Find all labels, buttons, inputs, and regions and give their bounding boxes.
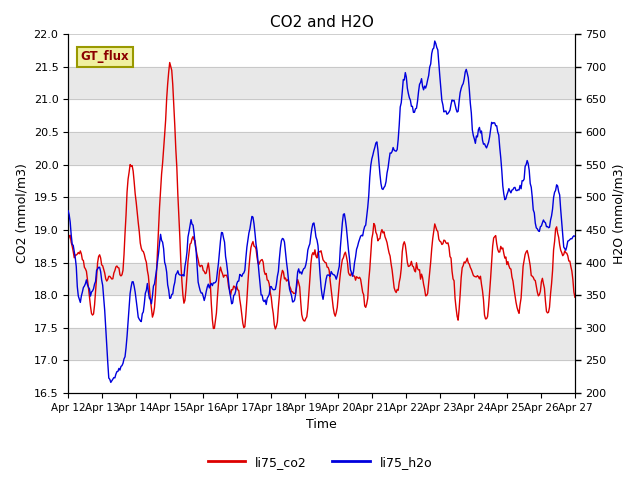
Bar (68, 328, 575, 360)
Text: GT_flux: GT_flux (81, 50, 129, 63)
Bar (68, 132, 575, 165)
X-axis label: Time: Time (306, 419, 337, 432)
Y-axis label: CO2 (mmol/m3): CO2 (mmol/m3) (15, 164, 28, 264)
Legend: li75_co2, li75_h2o: li75_co2, li75_h2o (203, 451, 437, 474)
Y-axis label: H2O (mmol/m3): H2O (mmol/m3) (612, 163, 625, 264)
Bar (68, 67, 575, 99)
Bar (68, 197, 575, 230)
Bar (68, 263, 575, 295)
Title: CO2 and H2O: CO2 and H2O (269, 15, 374, 30)
